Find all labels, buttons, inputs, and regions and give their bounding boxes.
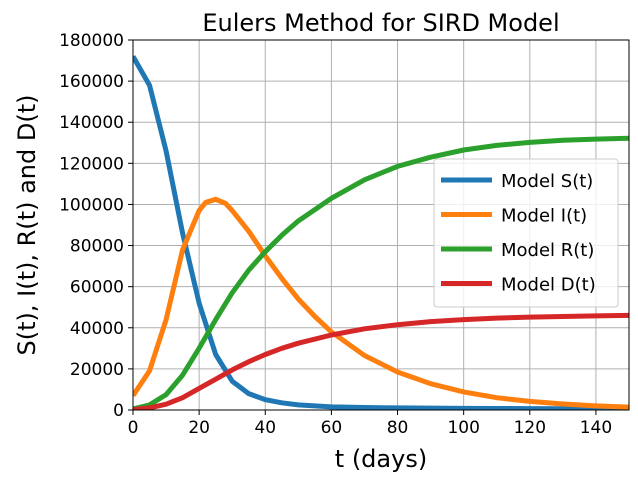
series-line-model-i-t xyxy=(133,196,629,410)
y-tick-label: 120000 xyxy=(59,154,124,174)
y-axis-ticks: 0 20000 40000 60000 80000 100000 120000 140000 1… xyxy=(59,31,133,421)
x-tick-label: 140 xyxy=(580,418,612,438)
legend-label-model-r-t: Model R(t) xyxy=(501,240,594,261)
y-tick-label: 180000 xyxy=(59,31,124,51)
y-tick-label: 160000 xyxy=(59,72,124,92)
x-tick-label: 120 xyxy=(514,418,546,438)
legend-box xyxy=(433,158,619,308)
x-tick-label: 60 xyxy=(321,418,343,438)
y-axis-label: S(t), I(t), R(t) and D(t) xyxy=(13,95,41,356)
x-tick-label: 20 xyxy=(188,418,210,438)
series-line-model-r-t xyxy=(133,135,629,410)
x-tick-label: 80 xyxy=(387,418,409,438)
series-line-model-s-t xyxy=(133,55,629,410)
y-tick-label: 60000 xyxy=(70,278,124,298)
y-tick-label: 100000 xyxy=(59,195,124,215)
y-tick-label: 80000 xyxy=(70,237,124,257)
x-tick-label: 0 xyxy=(128,418,139,438)
legend-label-model-i-t: Model I(t) xyxy=(501,206,587,227)
y-tick-label: 40000 xyxy=(70,319,124,339)
plot-frame xyxy=(132,39,630,411)
legend-label-model-s-t: Model S(t) xyxy=(501,171,593,192)
series-lines xyxy=(133,55,629,410)
y-tick-label: 20000 xyxy=(70,360,124,380)
legend-label-model-d-t: Model D(t) xyxy=(501,275,596,296)
chart-title: Eulers Method for SIRD Model xyxy=(202,9,559,37)
x-axis-ticks: 0 20 40 60 80 100 120 140 xyxy=(128,410,612,438)
x-axis-label: t (days) xyxy=(335,445,427,473)
legend: Model S(t) Model I(t) Model R(t) Model D(t) xyxy=(433,158,619,308)
y-tick-label: 140000 xyxy=(59,113,124,133)
x-tick-label: 100 xyxy=(447,418,479,438)
series-line-model-d-t xyxy=(133,312,629,410)
y-tick-label: 0 xyxy=(113,401,124,421)
x-tick-label: 40 xyxy=(254,418,276,438)
